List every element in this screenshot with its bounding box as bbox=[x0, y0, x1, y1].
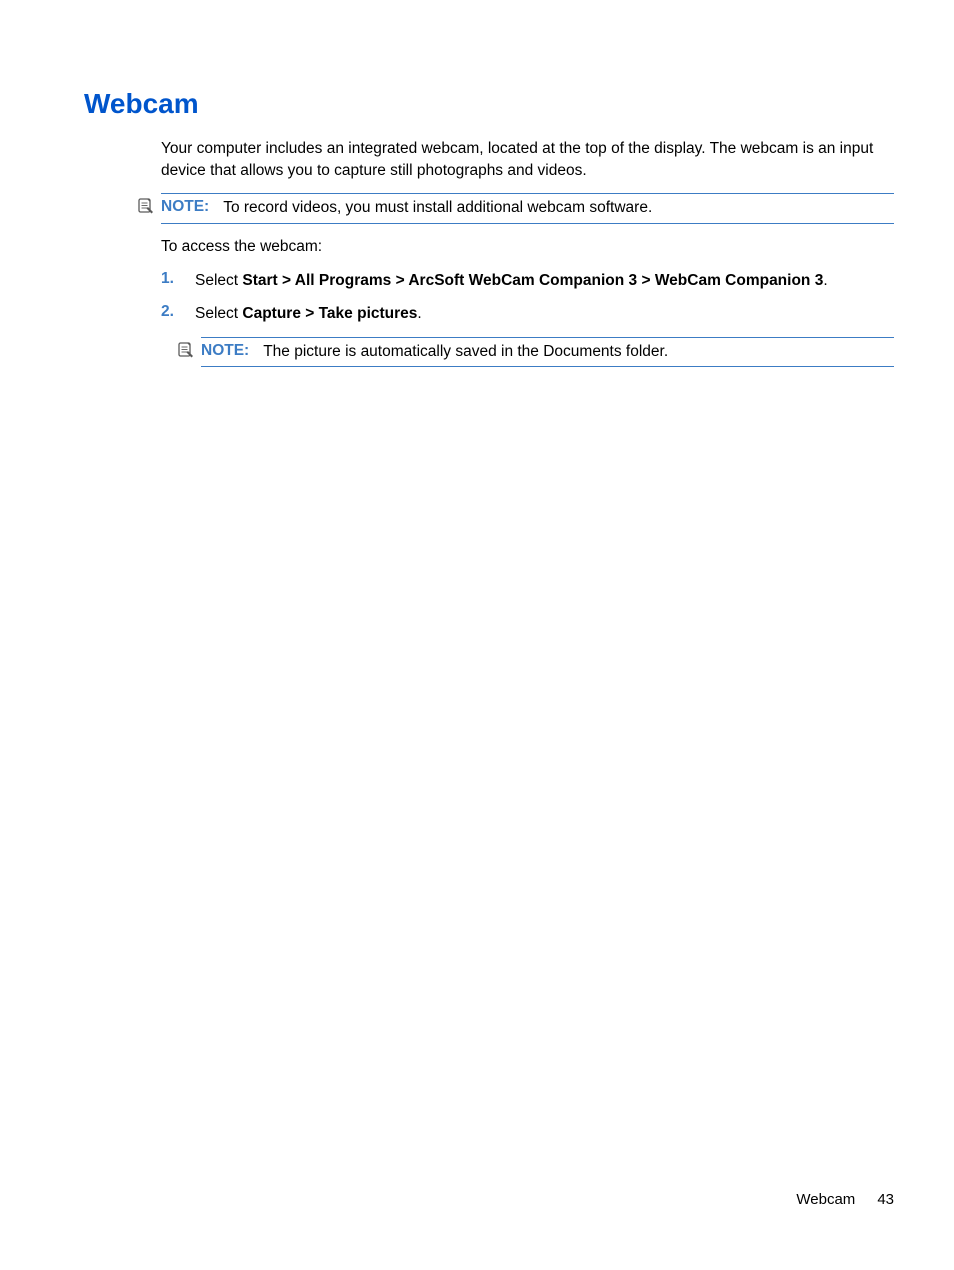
steps-list: 1. Select Start > All Programs > ArcSoft… bbox=[161, 270, 894, 325]
note-label: NOTE: bbox=[201, 342, 249, 362]
note-text: The picture is automatically saved in th… bbox=[263, 342, 668, 362]
note-block-2: NOTE: The picture is automatically saved… bbox=[177, 337, 894, 367]
access-intro: To access the webcam: bbox=[161, 238, 894, 256]
step-item-1: 1. Select Start > All Programs > ArcSoft… bbox=[161, 270, 894, 292]
step-text: Select Capture > Take pictures. bbox=[195, 303, 422, 325]
footer-page-number: 43 bbox=[877, 1191, 894, 1208]
step-number: 2. bbox=[161, 303, 195, 325]
step-item-2: 2. Select Capture > Take pictures. bbox=[161, 303, 894, 325]
page-heading: Webcam bbox=[84, 88, 894, 120]
note-block-1: NOTE: To record videos, you must install… bbox=[137, 193, 894, 223]
note-text: To record videos, you must install addit… bbox=[223, 198, 652, 218]
note-icon bbox=[177, 341, 195, 359]
note-bar: NOTE: To record videos, you must install… bbox=[161, 193, 894, 223]
step-number: 1. bbox=[161, 270, 195, 292]
note-bar: NOTE: The picture is automatically saved… bbox=[201, 337, 894, 367]
note-label: NOTE: bbox=[161, 198, 209, 218]
document-page: Webcam Your computer includes an integra… bbox=[0, 0, 954, 367]
page-footer: Webcam 43 bbox=[796, 1191, 894, 1208]
note-icon bbox=[137, 197, 155, 215]
intro-paragraph: Your computer includes an integrated web… bbox=[161, 138, 894, 181]
footer-title: Webcam bbox=[796, 1191, 855, 1208]
step-text: Select Start > All Programs > ArcSoft We… bbox=[195, 270, 828, 292]
